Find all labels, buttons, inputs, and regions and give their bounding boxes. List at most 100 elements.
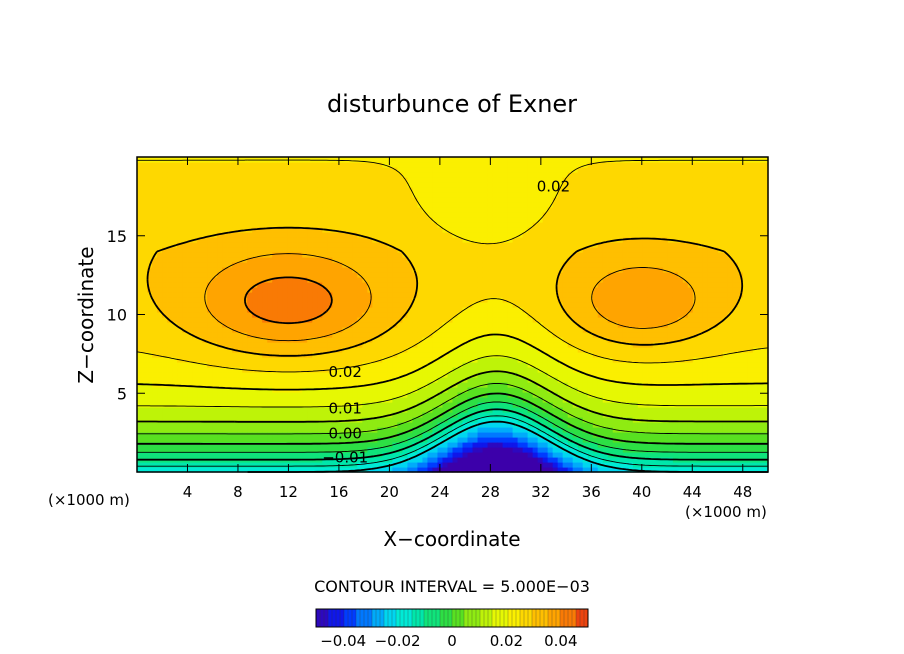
- field-cell: [167, 207, 173, 213]
- field-cell: [272, 407, 278, 413]
- field-cell: [197, 312, 203, 318]
- field-cell: [232, 172, 238, 178]
- field-cell: [492, 272, 499, 278]
- field-cell: [317, 327, 323, 333]
- field-cell: [272, 242, 278, 248]
- field-cell: [292, 442, 298, 448]
- field-cell: [202, 197, 208, 203]
- field-cell: [377, 247, 383, 253]
- field-cell: [377, 157, 383, 163]
- field-cell: [302, 197, 308, 203]
- field-cell: [142, 422, 148, 428]
- field-cell: [272, 317, 278, 323]
- field-cell: [317, 187, 323, 193]
- field-cell: [462, 347, 469, 353]
- field-cell: [332, 332, 338, 338]
- field-cell: [377, 167, 383, 173]
- field-cell: [322, 292, 328, 298]
- field-cell: [287, 392, 293, 398]
- field-cell: [232, 422, 238, 428]
- field-cell: [162, 247, 168, 253]
- field-cell: [197, 337, 203, 343]
- field-cell: [212, 467, 218, 473]
- field-cell: [352, 162, 358, 168]
- field-cell: [242, 182, 248, 188]
- field-cell: [202, 162, 208, 168]
- field-cell: [507, 242, 514, 248]
- field-cell: [362, 177, 368, 183]
- field-cell: [217, 307, 223, 313]
- field-cell: [332, 292, 338, 298]
- field-cell: [467, 317, 474, 323]
- field-cell: [172, 267, 178, 273]
- field-cell: [312, 237, 318, 243]
- field-cell: [267, 397, 273, 403]
- field-cell: [422, 207, 429, 213]
- field-cell: [317, 197, 323, 203]
- field-cell: [202, 187, 208, 193]
- field-cell: [307, 182, 313, 188]
- field-cell: [417, 347, 424, 353]
- field-cell: [312, 272, 318, 278]
- field-cell: [327, 167, 333, 173]
- field-cell: [347, 377, 353, 383]
- field-cell: [157, 192, 163, 198]
- field-cell: [157, 282, 163, 288]
- field-cell: [437, 192, 444, 198]
- field-cell: [412, 227, 419, 233]
- field-cell: [367, 202, 373, 208]
- field-cell: [207, 467, 213, 473]
- field-cell: [457, 367, 464, 373]
- field-cell: [432, 207, 439, 213]
- field-cell: [482, 397, 489, 403]
- field-cell: [357, 407, 363, 413]
- field-cell: [397, 202, 404, 208]
- field-cell: [267, 332, 273, 338]
- field-cell: [382, 337, 388, 343]
- field-cell: [187, 452, 193, 458]
- field-cell: [287, 232, 293, 238]
- field-cell: [222, 417, 228, 423]
- field-cell: [292, 392, 298, 398]
- field-cell: [497, 167, 504, 173]
- field-cell: [207, 262, 213, 268]
- field-cell: [332, 422, 338, 428]
- field-cell: [427, 367, 434, 373]
- field-cell: [357, 422, 363, 428]
- field-cell: [192, 327, 198, 333]
- field-cell: [397, 392, 404, 398]
- field-cell: [272, 347, 278, 353]
- field-cell: [317, 302, 323, 308]
- field-cell: [517, 372, 524, 378]
- field-cell: [172, 332, 178, 338]
- field-cell: [477, 327, 484, 333]
- field-cell: [237, 162, 243, 168]
- field-cell: [202, 192, 208, 198]
- field-cell: [387, 312, 394, 318]
- field-cell: [352, 252, 358, 258]
- field-cell: [277, 412, 283, 418]
- field-cell: [362, 302, 368, 308]
- field-cell: [377, 162, 383, 168]
- field-cell: [382, 327, 388, 333]
- field-cell: [337, 182, 343, 188]
- field-cell: [167, 157, 173, 163]
- field-cell: [147, 222, 153, 228]
- field-cell: [217, 292, 223, 298]
- field-cell: [392, 342, 399, 348]
- field-cell: [452, 357, 459, 363]
- field-cell: [402, 332, 409, 338]
- field-cell: [522, 357, 529, 363]
- field-cell: [347, 162, 353, 168]
- field-cell: [212, 382, 218, 388]
- field-cell: [372, 302, 378, 308]
- field-cell: [407, 332, 414, 338]
- field-cell: [412, 387, 419, 393]
- field-cell: [297, 357, 303, 363]
- field-cell: [522, 447, 529, 453]
- field-cell: [202, 257, 208, 263]
- field-cell: [327, 372, 333, 378]
- field-cell: [342, 207, 348, 213]
- field-cell: [472, 387, 479, 393]
- field-cell: [397, 357, 404, 363]
